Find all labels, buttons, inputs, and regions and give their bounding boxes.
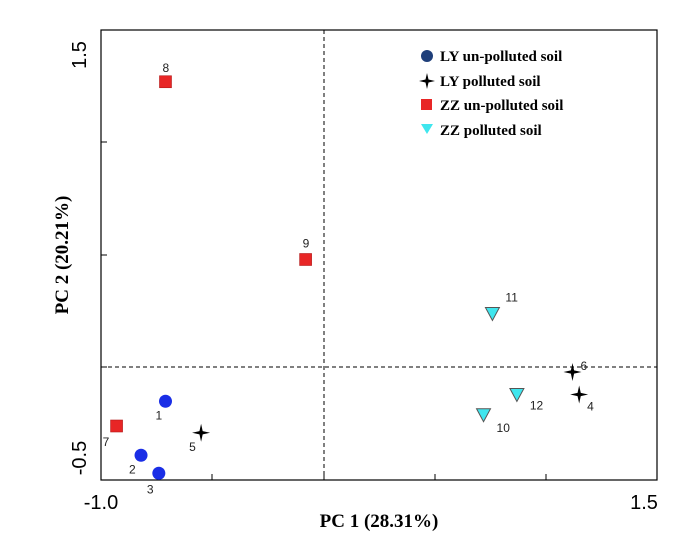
point-label-11: 11: [505, 291, 518, 305]
data-point-11: [484, 307, 501, 322]
data-point-7: [110, 419, 123, 433]
data-point-2: [134, 448, 148, 462]
y-axis-ticks: [101, 141, 107, 368]
legend-marker-zz-polluted: [421, 124, 433, 134]
legend-marker-zz-unpolluted: [421, 99, 432, 110]
point-label-8: 8: [162, 61, 169, 75]
legend-label-zz-polluted: ZZ polluted soil: [440, 123, 542, 139]
legend-marker-ly-unpolluted: [421, 50, 433, 62]
data-point-4: [570, 385, 589, 404]
point-label-6: 6: [580, 359, 587, 373]
x-tick-label-min: -1.0: [84, 492, 118, 514]
point-label-10: 10: [497, 421, 511, 435]
y-tick-label-min: -0.5: [69, 441, 91, 475]
point-label-1: 1: [155, 408, 162, 422]
point-label-5: 5: [189, 440, 196, 454]
data-point-10: [475, 408, 492, 423]
legend: LY un-polluted soil LY polluted soil ZZ …: [419, 49, 563, 139]
data-point-6: [563, 363, 582, 381]
x-axis-ticks: [211, 474, 547, 480]
data-point-3: [152, 466, 166, 480]
x-tick-label-max: 1.5: [630, 492, 658, 514]
data-point-12: [509, 388, 525, 403]
y-tick-label-max: 1.5: [69, 41, 91, 69]
point-label-4: 4: [587, 400, 594, 414]
data-point-1: [158, 394, 172, 408]
point-label-3: 3: [147, 482, 154, 496]
legend-label-ly-unpolluted: LY un-polluted soil: [440, 49, 562, 65]
point-label-12: 12: [530, 399, 544, 413]
x-axis-title: PC 1 (28.31%): [320, 511, 439, 532]
legend-label-ly-polluted: LY polluted soil: [440, 74, 541, 90]
point-label-9: 9: [303, 237, 310, 251]
legend-marker-ly-polluted: [419, 73, 435, 89]
legend-label-zz-unpolluted: ZZ un-polluted soil: [440, 98, 563, 114]
y-axis-title: PC 2 (20.21%): [52, 196, 73, 315]
plot-frame: [100, 29, 658, 481]
point-label-7: 7: [103, 435, 110, 449]
data-point-9: [299, 253, 312, 266]
point-label-2: 2: [129, 462, 136, 476]
data-point-8: [159, 75, 172, 89]
data-point-5: [192, 423, 211, 442]
